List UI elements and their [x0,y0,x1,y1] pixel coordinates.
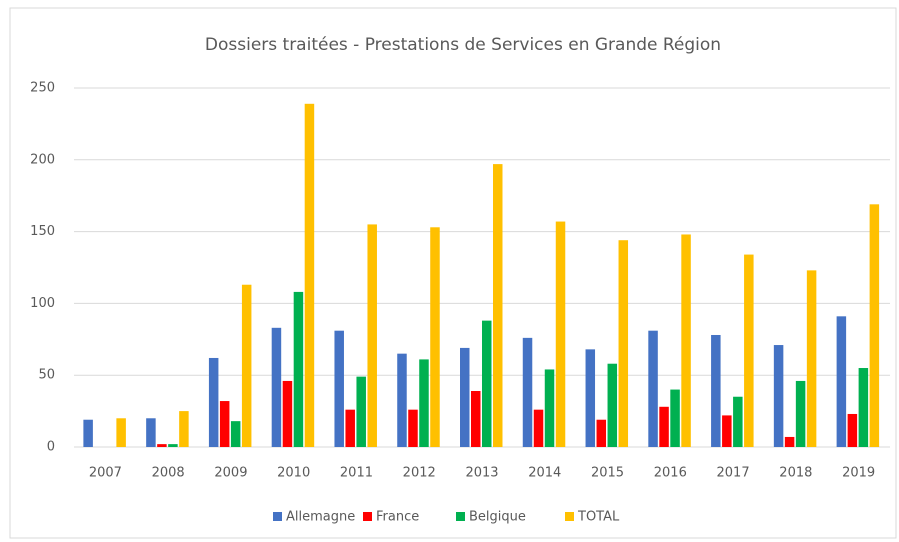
bar [795,380,806,447]
bar [733,396,743,447]
bar [419,359,429,447]
bar [744,254,754,447]
bar [471,390,481,447]
bar [555,221,566,447]
bar [659,406,669,447]
bar [168,444,178,447]
y-tick-label: 200 [30,152,55,167]
bar [493,164,503,447]
bar [282,380,293,447]
bar [241,284,252,447]
bar [722,415,732,447]
y-tick-label: 100 [30,296,55,311]
bar [585,349,596,447]
x-tick-label: 2010 [277,466,310,481]
bar [146,418,156,447]
x-tick-label: 2013 [465,466,498,481]
bar [116,418,126,447]
bar [482,320,492,447]
y-tick-label: 50 [38,368,55,383]
bar [397,353,407,447]
bar [533,409,544,447]
chart-title: Dossiers traitées - Prestations de Servi… [205,35,721,55]
legend-swatch [456,512,465,521]
bar [408,409,418,447]
bar [356,376,366,447]
bar [83,419,93,447]
y-tick-label: 250 [30,81,55,96]
bar [773,345,784,447]
bar [836,316,847,447]
bar [869,204,880,447]
bar [648,330,658,447]
legend-label: TOTAL [577,510,620,525]
x-tick-label: 2011 [340,466,373,481]
bar [208,357,219,447]
bar [345,409,355,447]
bar [607,363,618,447]
bar [596,419,607,447]
x-tick-label: 2019 [842,466,875,481]
bar [430,227,440,447]
x-tick-label: 2008 [152,466,185,481]
x-tick-label: 2016 [654,466,687,481]
bar [522,337,533,447]
bar [711,334,721,447]
bar [858,368,869,447]
bar [681,234,691,447]
legend-swatch [363,512,372,521]
bar [157,444,167,447]
x-tick-label: 2012 [403,466,436,481]
legend-swatch [273,512,282,521]
legend-label: Allemagne [286,510,355,525]
x-tick-label: 2007 [89,466,122,481]
x-tick-label: 2015 [591,466,624,481]
legend-label: Belgique [469,510,526,525]
bar [219,401,230,447]
bar [304,103,315,448]
x-tick-label: 2017 [717,466,750,481]
y-tick-label: 0 [47,440,55,455]
bar [179,411,189,447]
bar [544,369,555,447]
bar [271,327,282,447]
x-tick-label: 2009 [214,466,247,481]
bar [847,413,858,447]
legend-swatch [565,512,574,521]
bar [670,389,680,447]
bar [293,291,304,447]
bar [460,347,470,447]
x-tick-label: 2018 [779,466,812,481]
y-tick-label: 150 [30,224,55,239]
bar [230,421,241,447]
legend-label: France [376,510,419,525]
bar [367,224,377,447]
bar [806,270,817,447]
bar [618,240,629,447]
bar [334,330,344,447]
x-tick-label: 2014 [528,466,561,481]
bar [784,436,795,447]
